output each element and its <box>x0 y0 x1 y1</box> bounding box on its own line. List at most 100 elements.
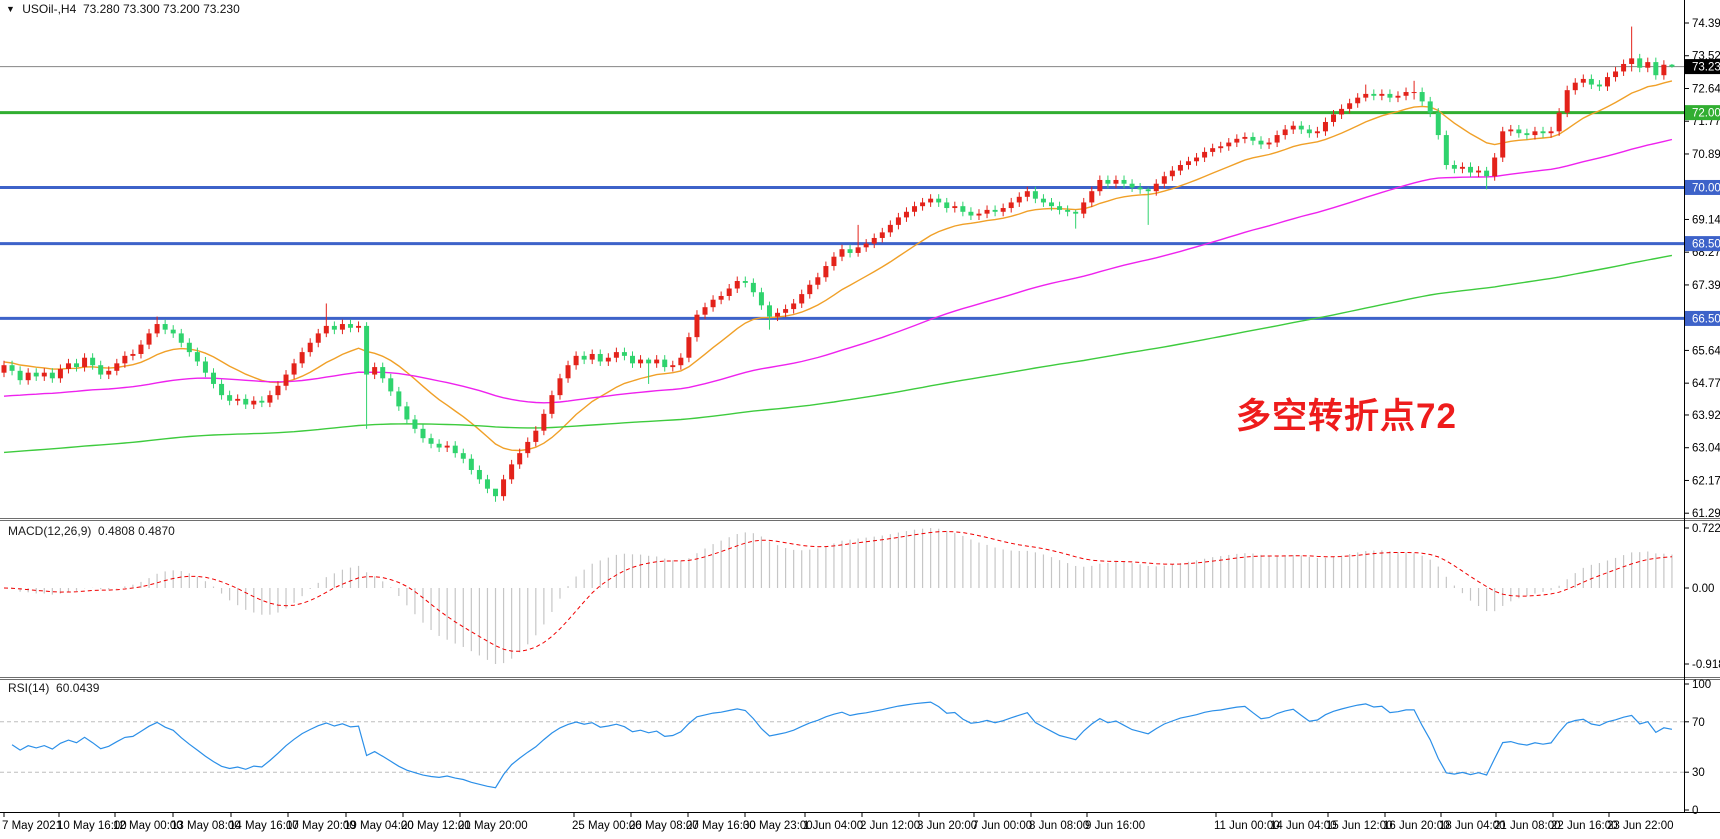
candle-body <box>1572 82 1578 91</box>
time-tick-label: 16 Jun 20:00 <box>1383 820 1450 832</box>
candle-body <box>299 352 305 364</box>
candle-body <box>243 398 249 405</box>
time-tick-label: 19 May 04:00 <box>344 820 414 832</box>
candle-body <box>928 198 934 203</box>
candle-body <box>654 359 660 364</box>
price-tick-label: 61.295 <box>1692 508 1720 520</box>
candle-body <box>1355 97 1361 104</box>
candle-body <box>1451 165 1457 169</box>
candle-body <box>686 337 692 358</box>
candle-body <box>323 325 329 334</box>
candle-body <box>162 324 168 330</box>
candle-body <box>1347 103 1353 109</box>
candle-body <box>388 378 394 392</box>
candle-body <box>815 277 821 285</box>
candle-body <box>436 443 442 448</box>
candle-body <box>1653 62 1659 76</box>
candle-body <box>920 202 926 207</box>
candle-body <box>573 355 579 366</box>
time-tick-label: 20 May 12:00 <box>401 820 471 832</box>
candle-body <box>339 324 345 330</box>
candle-body <box>871 237 877 244</box>
price-level-box <box>1685 179 1720 195</box>
time-tick-label: 3 Jun 20:00 <box>917 820 977 832</box>
candle-body <box>1202 151 1208 158</box>
candle-body <box>1218 146 1224 149</box>
candle-body <box>1403 92 1409 96</box>
candle-body <box>1161 176 1167 184</box>
ma-slow-line <box>3 254 1673 454</box>
candle-body <box>589 353 595 360</box>
candle-body <box>33 372 39 377</box>
candle-body <box>1548 131 1554 134</box>
candle-body <box>1057 206 1063 210</box>
candle-body <box>726 288 732 296</box>
candle-body <box>227 395 233 401</box>
candle-body <box>702 307 708 315</box>
candle-body <box>460 453 466 459</box>
candle-body <box>501 479 507 497</box>
candle-body <box>903 211 909 218</box>
candle-body <box>613 352 619 358</box>
price-tick-label: 63.920 <box>1692 410 1720 422</box>
candle-body <box>404 406 410 420</box>
price-tick-label: 67.395 <box>1692 280 1720 292</box>
time-tick-label: 26 May 08:00 <box>629 820 699 832</box>
candle-body <box>468 458 474 470</box>
time-tick-label: 27 May 16:00 <box>686 820 756 832</box>
candle-body <box>1339 108 1345 115</box>
price-tick-label: 69.145 <box>1692 214 1720 226</box>
time-tick-label: 9 Jun 16:00 <box>1085 820 1145 832</box>
candle-body <box>960 206 966 212</box>
candle-body <box>484 479 490 489</box>
candle-body <box>1661 64 1667 76</box>
candle-body <box>1371 93 1377 96</box>
candle-body <box>1588 78 1594 85</box>
candle-body <box>1089 191 1095 203</box>
time-tick-label: 14 May 16:00 <box>229 820 299 832</box>
candle-body <box>791 303 797 310</box>
candle-body <box>275 385 281 396</box>
candle-body <box>1564 90 1570 113</box>
candle-body <box>783 309 789 313</box>
candle-body <box>1298 125 1304 130</box>
macd-name: MACD(12,26,9) <box>8 524 92 538</box>
candle-body <box>976 213 982 216</box>
candle-body <box>1282 129 1288 136</box>
candle-body <box>1459 166 1465 169</box>
candle-body <box>541 413 547 431</box>
candle-body <box>839 249 845 257</box>
candle-body <box>557 378 563 396</box>
candle-body <box>186 342 192 353</box>
candle-body <box>1049 202 1054 207</box>
time-tick-label: 7 Jun 00:00 <box>972 820 1032 832</box>
candle-body <box>1476 170 1482 173</box>
candle-body <box>1153 183 1159 192</box>
candle-body <box>41 372 47 377</box>
chevron-down-icon[interactable]: ▼ <box>6 4 15 14</box>
price-level-box-label: 68.500 <box>1692 239 1720 251</box>
macd-tick-label: 0.7229 <box>1692 523 1720 535</box>
time-tick-label: 13 May 08:00 <box>171 820 241 832</box>
price-tick-label: 63.045 <box>1692 443 1720 455</box>
candle-body <box>1137 187 1143 190</box>
candle-body <box>259 400 265 403</box>
candle-body <box>1621 63 1627 72</box>
candle-body <box>1097 179 1103 192</box>
candle-body <box>1113 179 1119 184</box>
candle-body <box>1065 209 1071 212</box>
candle-body <box>211 372 216 384</box>
price-level-annotation[interactable]: 多空转折点72 <box>1236 397 1457 436</box>
candle-body <box>968 211 974 216</box>
candle-body <box>847 249 853 253</box>
candle-body <box>1145 189 1151 192</box>
candle-body <box>170 329 176 334</box>
candle-body <box>1274 135 1280 143</box>
candle-body <box>912 206 918 212</box>
candle-body <box>1629 58 1635 64</box>
candle-body <box>1250 136 1256 141</box>
candle-body <box>1322 121 1328 132</box>
candle-body <box>122 355 128 364</box>
candle-body <box>742 281 748 283</box>
